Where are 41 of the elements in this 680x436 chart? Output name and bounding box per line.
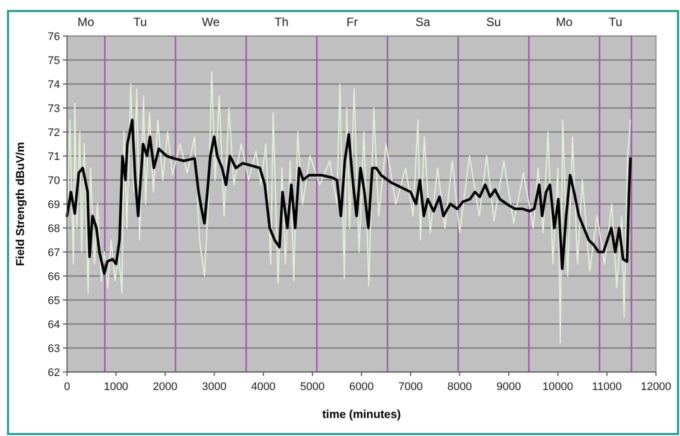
x-tick-label: 5000 <box>300 381 325 393</box>
text: Tu <box>608 15 622 29</box>
x-tick-label: 0 <box>64 381 70 393</box>
y-tick-label: 64 <box>48 318 60 331</box>
line-series <box>66 118 632 275</box>
x-axis-title: time (minutes) <box>322 409 401 421</box>
y-tick-label: 74 <box>48 78 60 91</box>
text: Sa <box>416 15 431 29</box>
x-tick-label: 1000 <box>104 381 128 393</box>
text: Fr <box>346 15 358 29</box>
x-tick-label: 6000 <box>349 381 374 393</box>
x-tick-label: 2000 <box>152 381 178 393</box>
x-tick-label: 8000 <box>447 381 472 393</box>
y-tick-label: 75 <box>48 54 60 67</box>
x-tick-label: 10000 <box>542 381 574 393</box>
text: Th <box>274 15 288 29</box>
text: Mo <box>556 15 573 29</box>
y-tick-label: 70 <box>48 174 60 187</box>
y-tick-label: 65 <box>48 294 60 307</box>
y-tick-label: 71 <box>48 150 60 163</box>
text: Mo <box>78 15 95 29</box>
y-tick-label: 69 <box>48 198 60 211</box>
y-tick-label: 76 <box>48 30 60 43</box>
y-tick-label: 63 <box>48 342 60 355</box>
x-tick-label: 9000 <box>496 381 521 393</box>
y-tick-label: 72 <box>48 126 60 139</box>
y-tick-label: 62 <box>48 366 60 379</box>
x-tick-label: 7000 <box>398 381 423 393</box>
y-tick-label: 66 <box>48 270 60 283</box>
text: Tu <box>133 15 147 29</box>
text: Su <box>486 15 501 29</box>
y-axis-title: Field Strength dBuV/m <box>15 142 27 266</box>
y-tick-label: 73 <box>48 102 60 115</box>
x-tick-label: 4000 <box>251 381 276 393</box>
line-series <box>66 71 632 344</box>
x-tick-label: 3000 <box>202 381 226 393</box>
y-tick-label: 68 <box>48 222 60 235</box>
x-tick-label: 11000 <box>592 381 622 393</box>
y-tick-label: 67 <box>48 246 60 259</box>
text: We <box>202 15 220 29</box>
x-tick-label: 12000 <box>640 381 672 393</box>
